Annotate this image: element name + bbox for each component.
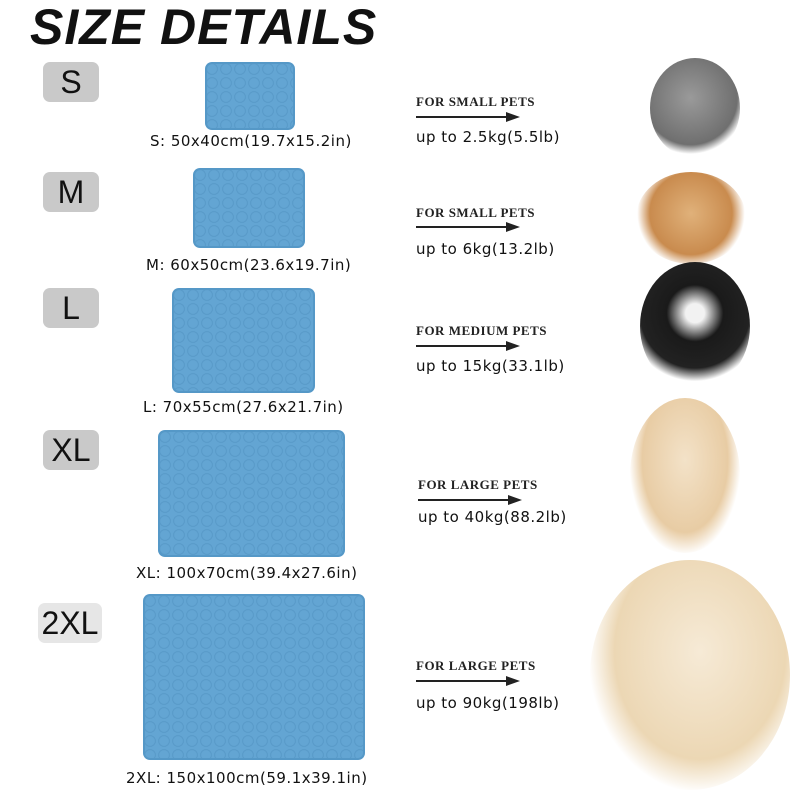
mat-image-s xyxy=(205,62,295,130)
size-dimensions-xl: XL: 100x70cm(39.4x27.6in) xyxy=(136,564,358,582)
mat-image-l xyxy=(172,288,315,393)
weight-2xl: up to 90kg(198lb) xyxy=(416,694,560,712)
mat-image-xl xyxy=(158,430,345,557)
weight-l: up to 15kg(33.1lb) xyxy=(416,357,565,375)
page-title: SIZE DETAILS xyxy=(30,0,378,55)
size-badge-l: L xyxy=(43,288,99,328)
weight-xl: up to 40kg(88.2lb) xyxy=(418,508,567,526)
pet-label-2xl: FOR LARGE PETS xyxy=(416,658,536,673)
arrow-icon xyxy=(418,495,522,505)
arrow-icon xyxy=(416,676,520,686)
mat-image-m xyxy=(193,168,305,248)
pet-label-xl: FOR LARGE PETS xyxy=(418,477,538,492)
size-badge-xl: XL xyxy=(43,430,99,470)
weight-m: up to 6kg(13.2lb) xyxy=(416,240,555,258)
arrow-icon xyxy=(416,222,520,232)
border-collie-image xyxy=(640,262,750,390)
mat-image-2xl xyxy=(143,594,365,760)
size-dimensions-l: L: 70x55cm(27.6x21.7in) xyxy=(143,398,344,416)
arrow-icon xyxy=(416,341,520,351)
pet-label-l: FOR MEDIUM PETS xyxy=(416,323,547,338)
kitten-image xyxy=(650,58,740,158)
size-dimensions-2xl: 2XL: 150x100cm(59.1x39.1in) xyxy=(126,769,368,787)
size-dimensions-m: M: 60x50cm(23.6x19.7in) xyxy=(146,256,352,274)
pet-label-s: FOR SMALL PETS xyxy=(416,94,535,109)
golden-puppy-image xyxy=(630,398,740,553)
weight-s: up to 2.5kg(5.5lb) xyxy=(416,128,560,146)
size-badge-2xl: 2XL xyxy=(38,603,102,643)
puppy-image xyxy=(636,172,746,264)
size-badge-m: M xyxy=(43,172,99,212)
pet-label-m: FOR SMALL PETS xyxy=(416,205,535,220)
size-dimensions-s: S: 50x40cm(19.7x15.2in) xyxy=(150,132,352,150)
golden-retriever-image xyxy=(590,560,790,790)
size-badge-s: S xyxy=(43,62,99,102)
arrow-icon xyxy=(416,112,520,122)
